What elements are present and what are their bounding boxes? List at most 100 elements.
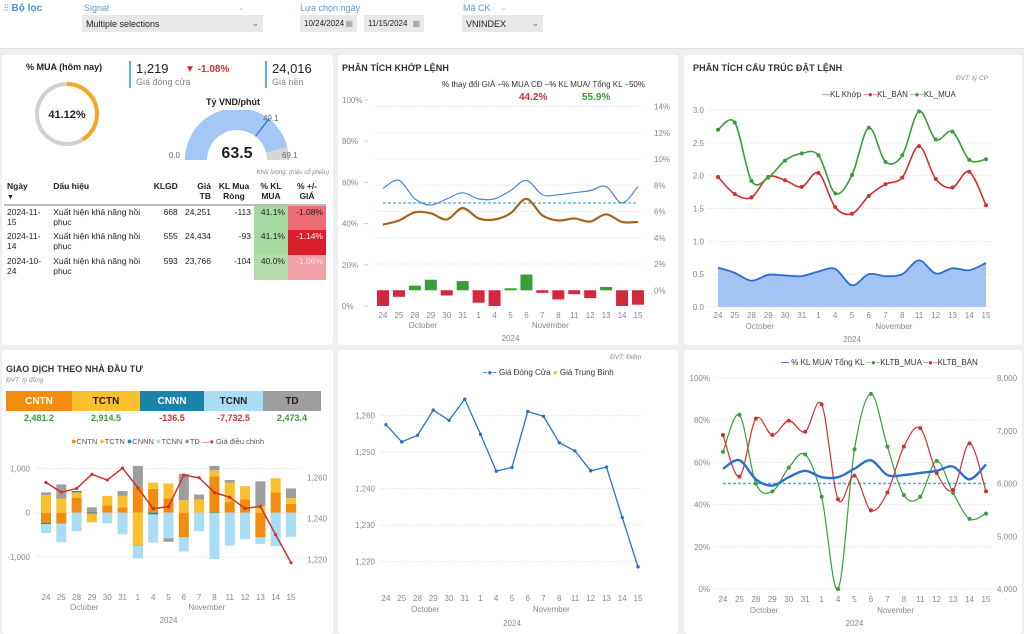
x-tick-label: 8: [212, 593, 217, 602]
filter-bar: ⫶⫶ Bộ lọc Signal ⌄ Multiple selections ⌄…: [0, 0, 1024, 49]
ticker-dropdown[interactable]: VNINDEX ⌄: [462, 15, 543, 32]
bar-segment-cnnn: [71, 491, 82, 493]
close-unit: ĐVT: Điểm: [610, 354, 642, 361]
year-label: 2024: [502, 334, 520, 343]
buy-cd-line: [382, 197, 639, 226]
table-row[interactable]: 2024-11-14 Xuất hiện khả năng hồi phục 5…: [4, 229, 326, 255]
close-price-point: [494, 469, 498, 473]
legend-buy-ratio[interactable]: % KL MUA/ Tổng KL: [791, 358, 865, 367]
legend-cnnn[interactable]: ●CNNN: [126, 436, 157, 446]
x-tick-label: 30: [781, 311, 790, 320]
x-tick-label: 31: [460, 594, 469, 603]
year-label: 2024: [843, 335, 861, 344]
x-tick-label: 31: [801, 595, 810, 604]
legend-kl-khop[interactable]: KL Khớp: [830, 90, 862, 99]
legend-kl-ban[interactable]: KL_BÁN: [877, 90, 908, 99]
close-price-point: [478, 432, 483, 436]
legend-kltb-ban[interactable]: KLTB_BÁN: [937, 358, 978, 367]
col-header-net-buy[interactable]: KL Mua Ròng: [214, 180, 254, 206]
legend-kl-mua[interactable]: KL_MUA: [923, 90, 956, 99]
sort-desc-icon[interactable]: ▼: [7, 193, 14, 201]
close-price-point: [589, 469, 593, 473]
y2-tick-label: 8%: [654, 181, 666, 190]
date-from-input[interactable]: 10/24/2024 ▦: [300, 15, 357, 32]
close-price-point: [541, 414, 546, 419]
investor-value-td: 2,473.4: [276, 413, 308, 423]
date-to-input[interactable]: 11/15/2024 ▦: [364, 15, 424, 32]
price-change-bar: [520, 274, 533, 291]
legend-price-change[interactable]: % thay đổi GIÁ: [442, 80, 496, 89]
signal-collapse-icon[interactable]: ⌄: [238, 3, 245, 12]
col-header-date[interactable]: Ngày ▼: [4, 180, 51, 206]
bar-segment-tctn: [86, 514, 97, 523]
table-row[interactable]: 2024-11-15 Xuất hiện khả năng hồi phục 6…: [4, 204, 326, 230]
y2-tick-label: 8,000: [997, 374, 1018, 383]
point-kltb_bán: [868, 508, 873, 513]
col-header-price-pct[interactable]: % +/- GIÁ: [288, 180, 326, 206]
x-tick-label: 4: [836, 595, 841, 604]
col-header-avg-price[interactable]: Giá TB: [180, 180, 214, 206]
legend-tctn[interactable]: ●TCTN: [99, 436, 127, 446]
point-kltb_mua: [836, 587, 841, 591]
table-row[interactable]: 2024-10-24 Xuất hiện khả năng hồi phục 5…: [4, 254, 326, 280]
price-change-bar: [552, 290, 565, 300]
bar-segment-tctn: [56, 498, 67, 513]
signal-dropdown[interactable]: Multiple selections ⌄: [82, 15, 263, 32]
stat-buy-cd: 44.2%: [519, 92, 548, 103]
legend-buy-cd[interactable]: % MUA CĐ: [502, 80, 543, 89]
gauge-title: Tỷ VND/phút: [206, 97, 260, 107]
x-tick-label: 24: [42, 593, 51, 602]
legend-cntn[interactable]: ●CNTN: [70, 436, 100, 446]
bar-segment-tcnn: [71, 512, 82, 532]
cell-buy-pct: 41.1%: [254, 229, 288, 255]
point-kl_mua: [984, 157, 988, 162]
bar-segment-cnnn: [41, 522, 51, 525]
legend-50[interactable]: 50%: [628, 80, 645, 89]
order-structure-title: PHÂN TÍCH CẤU TRÚC ĐẶT LỆNH: [693, 63, 843, 73]
bar-segment-tcnn: [148, 514, 159, 543]
bar-segment-tctn: [102, 495, 113, 506]
legend-td[interactable]: ●TD: [184, 436, 202, 446]
legend-tcnn[interactable]: ●TCNN: [156, 436, 185, 446]
col-header-signal[interactable]: Dấu hiệu: [50, 180, 151, 206]
y-tick-label: 60%: [694, 458, 710, 467]
legend-marker-icon: –●–: [923, 358, 938, 367]
y-tick-label: 1,000: [10, 465, 31, 474]
ticker-label: Mã CK: [463, 3, 491, 13]
legend-close[interactable]: Giá Đóng Cửa: [498, 368, 551, 377]
legend-kltb-mua[interactable]: KLTB_MUA: [880, 358, 922, 367]
x-tick-label: 25: [397, 594, 406, 603]
point-kltb_bán: [918, 426, 923, 431]
close-price-point: [573, 449, 577, 453]
gauge-value: 63.5: [221, 145, 252, 162]
point-kltb_mua: [984, 511, 988, 516]
bar-segment-tctn: [148, 482, 159, 489]
col-header-buy-pct[interactable]: % KL MUA: [254, 180, 288, 206]
cell-net-buy: -93: [238, 230, 251, 241]
kl-khop-line: [717, 259, 987, 287]
month-label: November: [875, 322, 912, 331]
legend-buy-ratio[interactable]: % KL MUA/ Tổng KL: [549, 80, 623, 89]
x-tick-label: 13: [602, 311, 611, 320]
price-change-bar: [456, 281, 469, 291]
legend-marker-icon: –●–: [910, 90, 924, 99]
y-tick-label: 1,240: [355, 485, 376, 494]
point-kl_mua: [917, 109, 921, 114]
price-change-bar: [392, 290, 405, 297]
date-label: Lựa chọn ngày: [300, 3, 361, 13]
point-kltb_bán: [836, 497, 841, 502]
point-kltb_bán: [803, 429, 808, 434]
point-kl_bán: [883, 182, 888, 187]
point-kltb_mua: [885, 444, 890, 449]
x-tick-label: 24: [719, 595, 728, 604]
close-price-point: [463, 397, 467, 401]
ticker-collapse-icon[interactable]: ⌄: [500, 3, 507, 12]
month-label: October: [750, 606, 779, 615]
bar-segment-cntn: [71, 497, 82, 513]
y2-tick-label: 0%: [654, 286, 666, 295]
legend-avg[interactable]: Giá Trung Bình: [559, 368, 614, 377]
point-kltb_bán: [737, 474, 742, 479]
cell-price-pct: -1.06%: [288, 254, 326, 280]
col-header-klgd[interactable]: KLGD: [150, 180, 181, 206]
legend-adjusted-price[interactable]: —● Giá điều chỉnh: [201, 437, 265, 446]
